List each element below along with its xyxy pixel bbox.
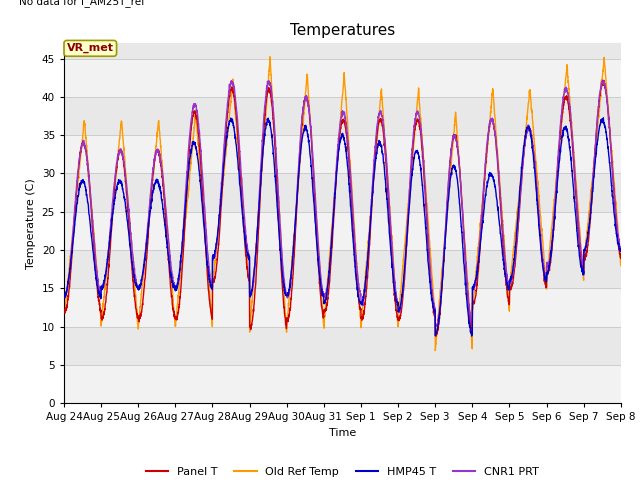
Bar [64,365,621,403]
Bar [64,212,621,250]
Title: Temperatures: Temperatures [290,23,395,38]
Bar [64,288,621,326]
Y-axis label: Temperature (C): Temperature (C) [26,178,36,269]
X-axis label: Time: Time [329,428,356,438]
Text: VR_met: VR_met [67,43,114,53]
Legend: Panel T, Old Ref Temp, HMP45 T, CNR1 PRT: Panel T, Old Ref Temp, HMP45 T, CNR1 PRT [141,463,543,480]
Text: No data for f_AM25T_ref: No data for f_AM25T_ref [19,0,145,7]
Bar [64,135,621,173]
Bar [64,59,621,97]
